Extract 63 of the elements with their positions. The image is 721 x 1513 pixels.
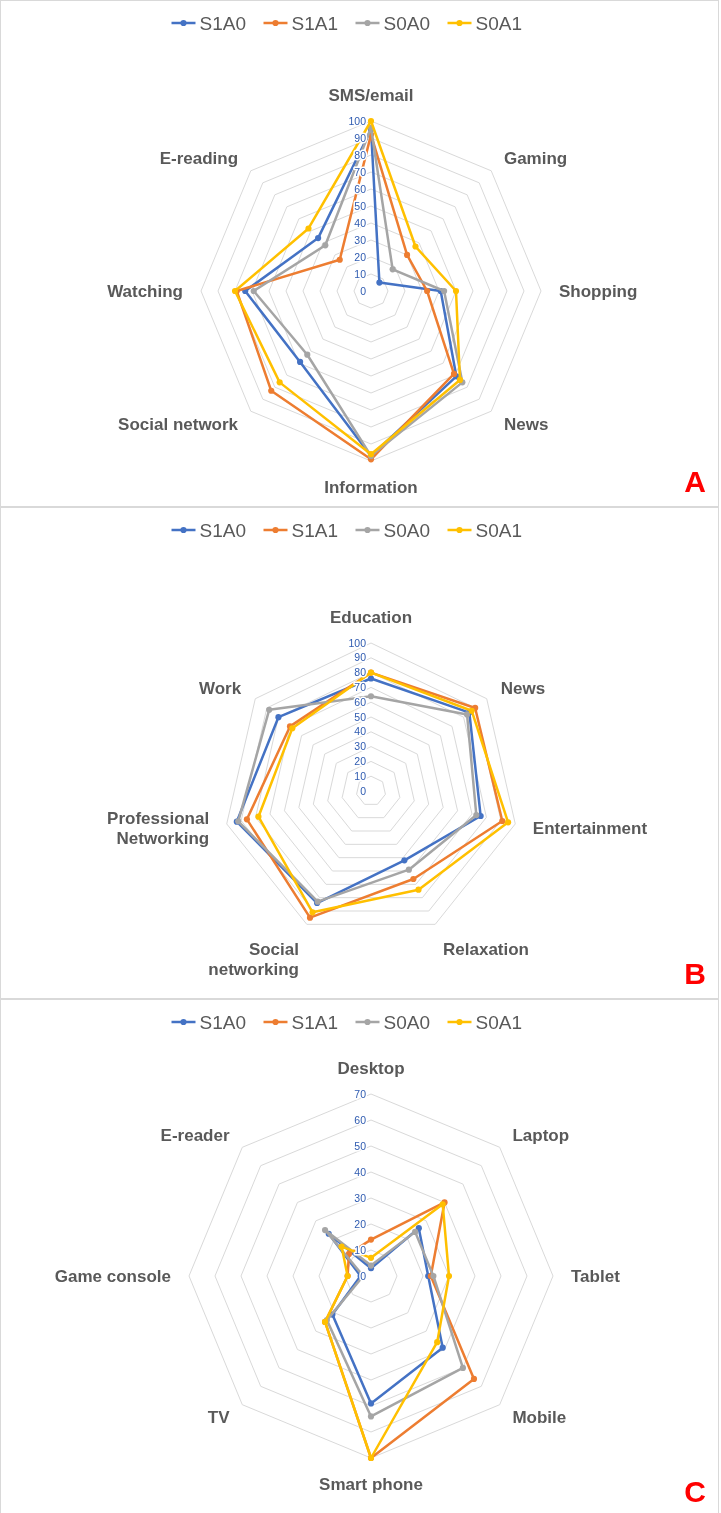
spoke-label: SMS/email bbox=[328, 86, 414, 105]
y-tick-label: 30 bbox=[354, 740, 367, 753]
y-tick-label: 100 bbox=[348, 636, 367, 649]
y-tick-label: 0 bbox=[360, 784, 367, 797]
y-tick-label: 40 bbox=[354, 216, 367, 229]
spoke-label: Entertainment bbox=[532, 818, 648, 838]
spoke-label: E-reading bbox=[159, 149, 239, 169]
legend-label: S1A0 bbox=[199, 519, 246, 541]
spoke-label: News bbox=[500, 678, 546, 698]
legend-label: S0A1 bbox=[475, 519, 522, 541]
y-tick-label: 100 bbox=[348, 114, 367, 127]
spoke-label: News bbox=[503, 414, 549, 434]
spoke-label: Laptop bbox=[512, 1125, 570, 1145]
spoke-label: Game console bbox=[54, 1267, 171, 1286]
y-tick-label: 70 bbox=[354, 681, 367, 694]
spoke-label: Work bbox=[199, 678, 242, 698]
spoke-label: Desktop bbox=[337, 1059, 405, 1078]
legend-label: S1A1 bbox=[291, 1011, 338, 1033]
y-tick-label: 0 bbox=[360, 284, 367, 297]
spoke-label: Mobile bbox=[512, 1408, 567, 1428]
legend-label: S0A0 bbox=[383, 12, 430, 34]
spoke-label: Smart phone bbox=[319, 1475, 423, 1494]
text: A bbox=[684, 465, 706, 498]
y-tick-label: 30 bbox=[354, 1191, 367, 1204]
legend-label: S1A1 bbox=[291, 12, 338, 34]
text: C bbox=[684, 1475, 706, 1508]
spoke-label: Social networking bbox=[208, 939, 299, 979]
legend-label: S0A0 bbox=[383, 519, 430, 541]
y-tick-label: 70 bbox=[354, 1087, 367, 1100]
spoke-label: Professional Networking bbox=[107, 808, 210, 848]
y-tick-label: 20 bbox=[354, 1217, 367, 1230]
legend-label: S0A1 bbox=[475, 1011, 522, 1033]
text: B bbox=[684, 957, 706, 990]
y-tick-label: 50 bbox=[354, 199, 367, 212]
spoke-label: Relaxation bbox=[443, 939, 530, 959]
spoke-label: Education bbox=[329, 608, 413, 627]
spoke-label: Gaming bbox=[503, 149, 568, 169]
y-tick-label: 10 bbox=[354, 267, 367, 280]
y-tick-label: 30 bbox=[354, 233, 367, 246]
y-tick-label: 80 bbox=[354, 666, 367, 679]
y-tick-label: 90 bbox=[354, 651, 367, 664]
y-tick-label: 60 bbox=[354, 695, 367, 708]
spoke-label: Information bbox=[324, 478, 418, 497]
y-tick-label: 40 bbox=[354, 1165, 367, 1178]
spoke-label: E-reader bbox=[160, 1125, 230, 1145]
spoke-label: TV bbox=[207, 1408, 231, 1428]
y-tick-label: 50 bbox=[354, 710, 367, 723]
y-tick-label: 10 bbox=[354, 769, 367, 782]
legend-label: S0A1 bbox=[475, 12, 522, 34]
spoke-label: Social network bbox=[118, 414, 239, 434]
legend-label: S1A0 bbox=[199, 12, 246, 34]
y-tick-label: 0 bbox=[360, 1269, 367, 1282]
legend-label: S1A0 bbox=[199, 1011, 246, 1033]
y-tick-label: 40 bbox=[354, 725, 367, 738]
y-tick-label: 60 bbox=[354, 1113, 367, 1126]
y-tick-label: 20 bbox=[354, 755, 367, 768]
spoke-label: Shopping bbox=[559, 282, 638, 301]
spoke-label: Watching bbox=[107, 282, 183, 301]
legend-label: S0A0 bbox=[383, 1011, 430, 1033]
y-tick-label: 20 bbox=[354, 250, 367, 263]
legend-label: S1A1 bbox=[291, 519, 338, 541]
y-tick-label: 50 bbox=[354, 1139, 367, 1152]
spoke-label: Tablet bbox=[571, 1267, 621, 1286]
